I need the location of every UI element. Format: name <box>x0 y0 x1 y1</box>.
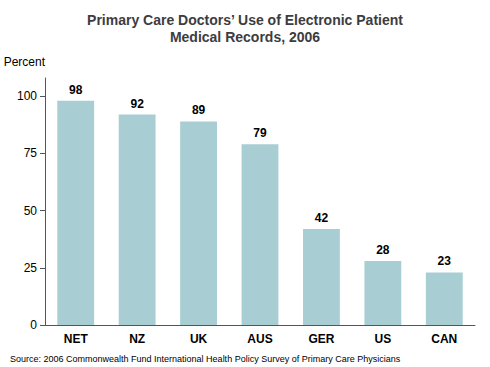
svg-text:NET: NET <box>64 332 89 346</box>
svg-text:42: 42 <box>315 211 329 225</box>
svg-text:Medical Records, 2006: Medical Records, 2006 <box>170 29 320 45</box>
svg-text:100: 100 <box>17 89 37 103</box>
svg-text:Primary Care Doctors’ Use of E: Primary Care Doctors’ Use of Electronic … <box>87 12 403 28</box>
svg-text:92: 92 <box>130 97 144 111</box>
svg-text:23: 23 <box>438 254 452 268</box>
svg-text:US: US <box>375 332 392 346</box>
svg-text:GER: GER <box>308 332 334 346</box>
svg-text:NZ: NZ <box>129 332 145 346</box>
svg-text:98: 98 <box>69 83 83 97</box>
svg-text:Source: 2006 Commonwealth Fund: Source: 2006 Commonwealth Fund Internati… <box>10 354 401 364</box>
svg-text:50: 50 <box>24 204 38 218</box>
svg-text:0: 0 <box>30 318 37 332</box>
svg-text:79: 79 <box>253 126 267 140</box>
svg-text:Percent: Percent <box>4 55 46 69</box>
svg-text:75: 75 <box>24 146 38 160</box>
svg-text:UK: UK <box>190 332 208 346</box>
svg-text:89: 89 <box>192 103 206 117</box>
svg-text:AUS: AUS <box>247 332 272 346</box>
svg-text:25: 25 <box>24 261 38 275</box>
svg-text:28: 28 <box>376 243 390 257</box>
svg-text:CAN: CAN <box>431 332 457 346</box>
